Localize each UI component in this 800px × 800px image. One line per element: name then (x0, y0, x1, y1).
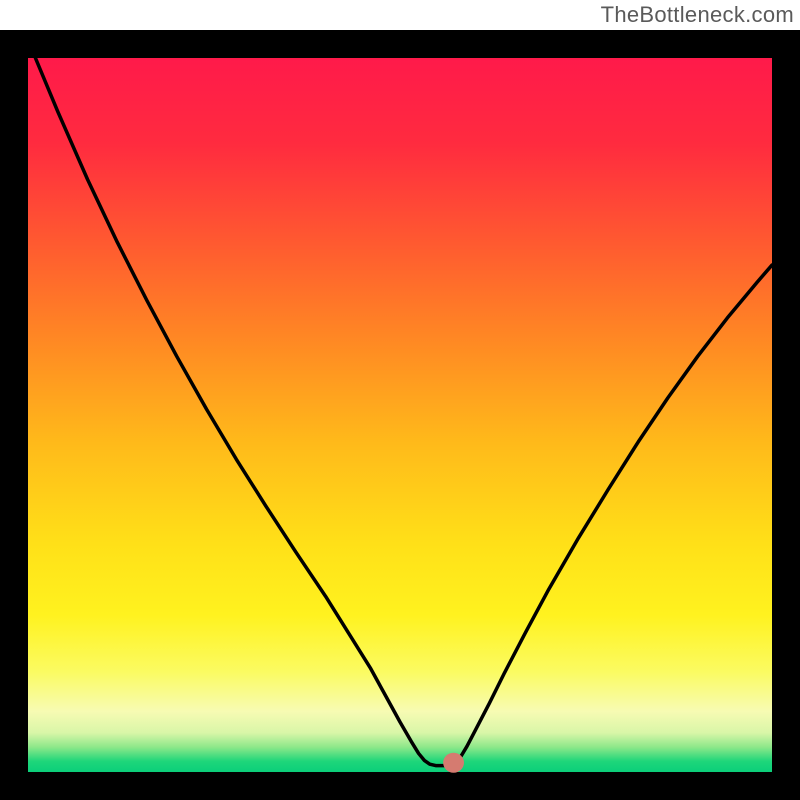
chart-background (28, 58, 772, 772)
bottleneck-chart-svg (0, 30, 800, 800)
bottleneck-chart-frame: TheBottleneck.com (0, 0, 800, 800)
optimal-point-marker (443, 753, 464, 773)
chart-container (0, 30, 800, 800)
watermark-text: TheBottleneck.com (601, 2, 794, 28)
